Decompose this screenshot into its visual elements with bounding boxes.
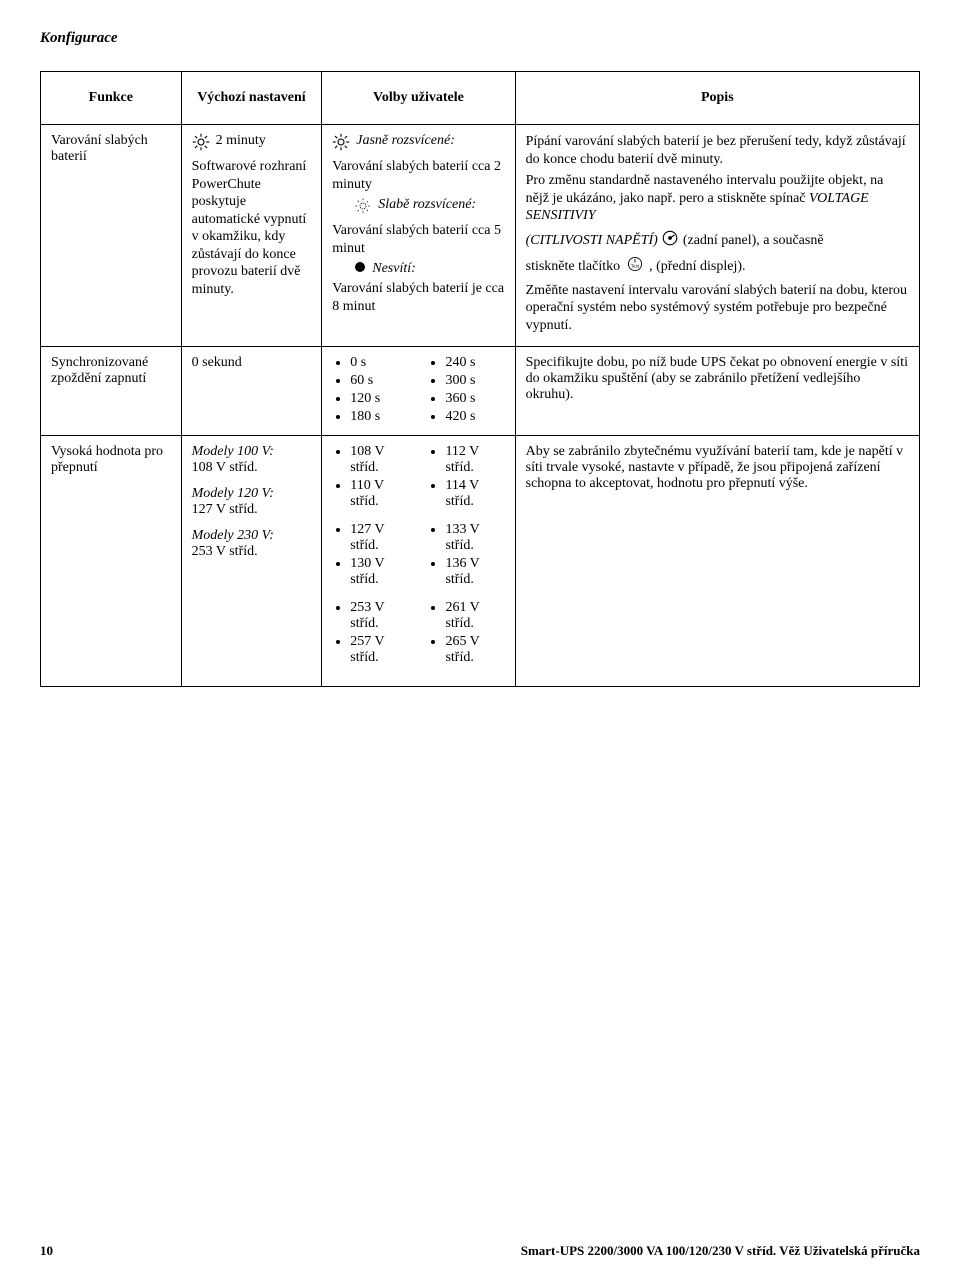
volby-bright-text: Varování slabých baterií cca 2 minuty [332, 158, 504, 193]
popis-p3b: (zadní panel), a současně [683, 232, 824, 247]
popis-p4: stiskněte tlačítko Test , (přední disple… [526, 256, 909, 278]
list-item: 60 s [350, 373, 409, 389]
list-item: 257 V stříd. [350, 634, 409, 666]
popis-p5: Změňte nastavení intervalu varování slab… [526, 282, 909, 335]
sun-bright-icon [192, 133, 210, 156]
popis-p1: Pípání varování slabých baterií je bez p… [526, 133, 909, 168]
list-item: 360 s [445, 391, 504, 407]
table-row: Varování slabých baterií 2 minuty Softwa… [41, 125, 920, 347]
header-popis: Popis [515, 72, 919, 125]
cell-funkce: Vysoká hodnota pro přepnutí [41, 436, 182, 687]
cell-vychozi: Modely 100 V: 108 V stříd. Modely 120 V:… [181, 436, 322, 687]
sun-dim-icon [354, 197, 372, 220]
model-label: Modely 230 V: [192, 528, 312, 544]
svg-text:Test: Test [631, 264, 640, 269]
popis-p4a: stiskněte tlačítko [526, 259, 624, 274]
page-footer: 10 Smart-UPS 2200/3000 VA 100/120/230 V … [40, 1243, 920, 1259]
list-item: 114 V stříd. [445, 478, 504, 510]
cell-popis: Specifikujte dobu, po níž bude UPS čekat… [515, 347, 919, 436]
list-item: 0 s [350, 355, 409, 371]
list-item: 420 s [445, 409, 504, 425]
cell-volby: 0 s 60 s 120 s 180 s 240 s 300 s 360 s 4… [322, 347, 515, 436]
cell-volby: Jasně rozsvícené: Varování slabých bater… [322, 125, 515, 347]
model-label: Modely 120 V: [192, 486, 312, 502]
config-table: Funkce Výchozí nastavení Volby uživatele… [40, 71, 920, 687]
table-header-row: Funkce Výchozí nastavení Volby uživatele… [41, 72, 920, 125]
table-row: Vysoká hodnota pro přepnutí Modely 100 V… [41, 436, 920, 687]
model-value: 127 V stříd. [192, 502, 312, 518]
list-item: 127 V stříd. [350, 522, 409, 554]
vychozi-top-text: 2 minuty [216, 133, 312, 149]
volby-col1: 0 s 60 s 120 s 180 s [332, 355, 409, 427]
cell-funkce: Synchronizované zpoždění zapnutí [41, 347, 182, 436]
popis-p3a: (CITLIVOSTI NAPĚTÍ) [526, 232, 658, 247]
list-item: 130 V stříd. [350, 556, 409, 588]
volby-dim-text: Varování slabých baterií cca 5 minut [332, 222, 504, 257]
cell-popis: Aby se zabránilo zbytečnému využívání ba… [515, 436, 919, 687]
footer-title: Smart-UPS 2200/3000 VA 100/120/230 V stř… [521, 1243, 920, 1259]
list-item: 133 V stříd. [445, 522, 504, 554]
model-label: Modely 100 V: [192, 444, 312, 460]
popis-p4b: , (přední displej). [649, 259, 745, 274]
list-item: 253 V stříd. [350, 600, 409, 632]
volby-off-text: Varování slabých baterií je cca 8 minut [332, 280, 504, 315]
popis-p3: (CITLIVOSTI NAPĚTÍ) (zadní panel), a sou… [526, 229, 909, 253]
volby-g1-c1: 108 V stříd. 110 V stříd. [332, 444, 409, 512]
list-item: 108 V stříd. [350, 444, 409, 476]
header-funkce: Funkce [41, 72, 182, 125]
list-item: 110 V stříd. [350, 478, 409, 510]
volby-g2-c2: 133 V stříd. 136 V stříd. [427, 522, 504, 590]
cell-popis: Pípání varování slabých baterií je bez p… [515, 125, 919, 347]
model-value: 253 V stříd. [192, 544, 312, 560]
vychozi-body-text: Softwarové rozhraní PowerChute poskytuje… [192, 158, 312, 298]
volby-g3-c2: 261 V stříd. 265 V stříd. [427, 600, 504, 668]
list-item: 240 s [445, 355, 504, 371]
model-value: 108 V stříd. [192, 460, 312, 476]
list-item: 261 V stříd. [445, 600, 504, 632]
cell-volby: 108 V stříd. 110 V stříd. 112 V stříd. 1… [322, 436, 515, 687]
popis-p2: Pro změnu standardně nastaveného interva… [526, 172, 909, 225]
volby-g1-c2: 112 V stříd. 114 V stříd. [427, 444, 504, 512]
dial-icon [661, 229, 679, 253]
list-item: 180 s [350, 409, 409, 425]
table-row: Synchronizované zpoždění zapnutí 0 sekun… [41, 347, 920, 436]
page-number: 10 [40, 1243, 53, 1259]
list-item: 300 s [445, 373, 504, 389]
cell-vychozi: 0 sekund [181, 347, 322, 436]
header-vychozi: Výchozí nastavení [181, 72, 322, 125]
list-item: 265 V stříd. [445, 634, 504, 666]
volby-col2: 240 s 300 s 360 s 420 s [427, 355, 504, 427]
volby-g2-c1: 127 V stříd. 130 V stříd. [332, 522, 409, 590]
dot-off-icon [354, 261, 366, 278]
list-item: 136 V stříd. [445, 556, 504, 588]
section-header: Konfigurace [40, 30, 920, 47]
cell-vychozi: 2 minuty Softwarové rozhraní PowerChute … [181, 125, 322, 347]
test-button-icon: Test [624, 256, 646, 278]
sun-bright-icon [332, 133, 350, 156]
volby-off-label: Nesvítí: [372, 261, 504, 277]
volby-bright-label: Jasně rozsvícené: [356, 133, 504, 149]
volby-g3-c1: 253 V stříd. 257 V stříd. [332, 600, 409, 668]
list-item: 120 s [350, 391, 409, 407]
cell-funkce: Varování slabých baterií [41, 125, 182, 347]
volby-dim-label: Slabě rozsvícené: [378, 197, 504, 213]
header-volby: Volby uživatele [322, 72, 515, 125]
list-item: 112 V stříd. [445, 444, 504, 476]
